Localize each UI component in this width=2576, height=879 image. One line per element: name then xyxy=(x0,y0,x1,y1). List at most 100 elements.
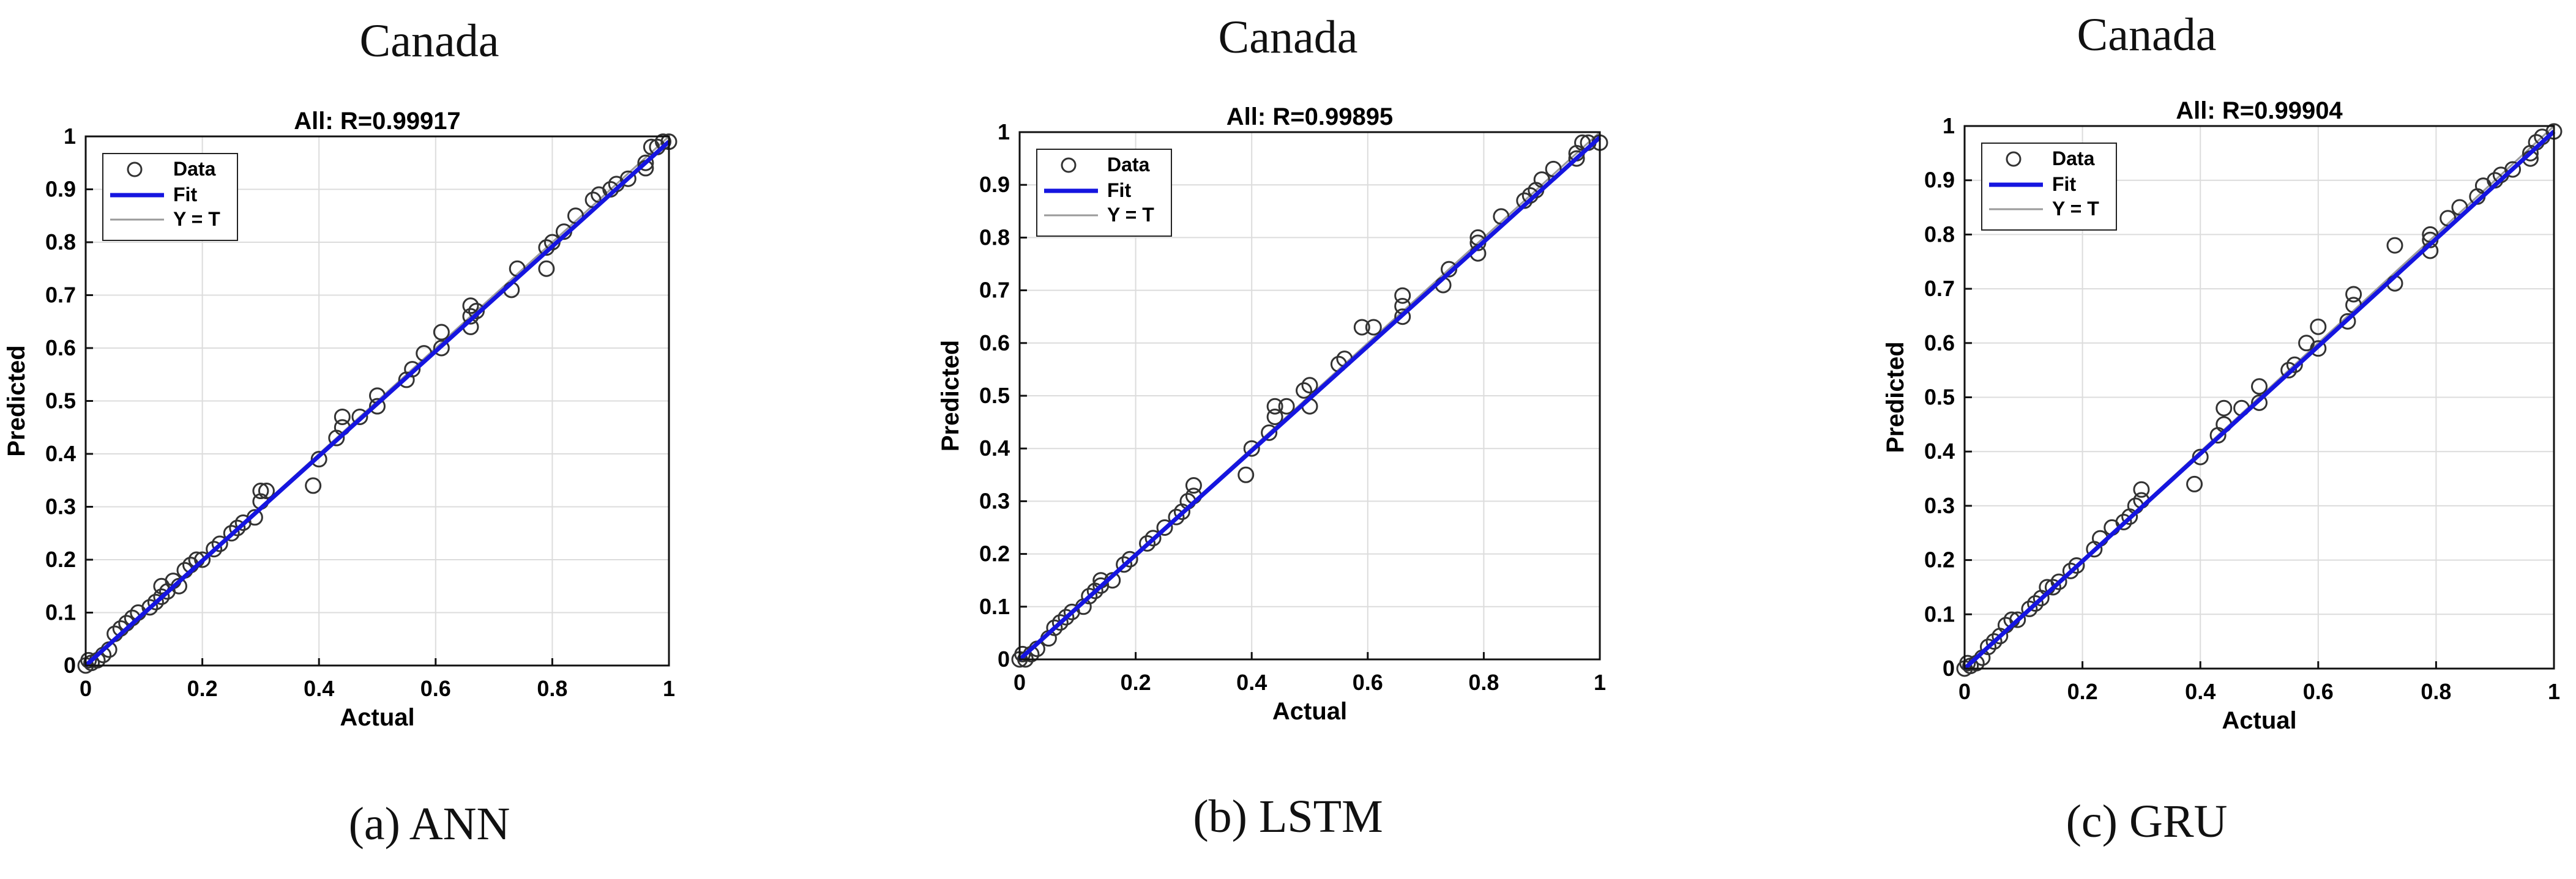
legend-data-marker xyxy=(1061,157,1077,173)
data-point xyxy=(252,483,269,500)
y-tick-label: 0.5 xyxy=(1924,385,1955,410)
data-point xyxy=(2310,340,2327,357)
y-tick-label: 0.4 xyxy=(979,436,1010,461)
x-tick-label: 0 xyxy=(80,676,92,701)
data-point xyxy=(433,324,450,341)
y-tick-label: 0.6 xyxy=(979,330,1010,355)
x-tick-label: 0.2 xyxy=(2067,679,2098,704)
y-tick-label: 1 xyxy=(1943,113,1955,138)
data-point xyxy=(2251,394,2268,411)
data-point xyxy=(2050,573,2067,590)
x-tick-label: 1 xyxy=(2548,679,2560,704)
y-axis-label: Predicted xyxy=(937,340,964,451)
data-point xyxy=(1046,619,1063,636)
x-tick-label: 0.6 xyxy=(2303,679,2334,704)
data-point xyxy=(2386,237,2403,254)
data-point xyxy=(462,297,479,314)
x-tick-label: 0 xyxy=(1958,679,1971,704)
panel-caption: (b) LSTM xyxy=(1193,791,1383,842)
legend-data-marker xyxy=(127,161,143,177)
x-tick-label: 0 xyxy=(1014,670,1026,695)
data-point xyxy=(1353,319,1370,336)
legend-entry-label: Y = T xyxy=(1107,204,1154,226)
figure-panel-lstm: Canada 0 0.2 0.4 0.6 0.8 1 0 0.1 0.2 0.3 0.4 0.5 0.6… xyxy=(859,0,1717,879)
y-tick-label: 0.9 xyxy=(45,177,76,202)
scatter-chart: 0 0.2 0.4 0.6 0.8 1 0 0.1 0.2 0.3 0.4 0.5 0.6 0.7 0.8 0… xyxy=(3,108,678,731)
y-tick-label: 0.8 xyxy=(1924,221,1955,247)
y-tick-label: 0.5 xyxy=(45,388,76,414)
x-tick-label: 0.6 xyxy=(420,676,451,701)
data-point xyxy=(2044,579,2061,596)
chart-title: All: R=0.99895 xyxy=(1226,103,1393,130)
data-point xyxy=(2192,448,2209,465)
scatter-chart: 0 0.2 0.4 0.6 0.8 1 0 0.1 0.2 0.3 0.4 0.5 0.6 0.7 0.8 0… xyxy=(1882,97,2563,734)
x-tick-label: 0.4 xyxy=(304,676,334,701)
data-point xyxy=(153,588,170,606)
x-axis-label: Actual xyxy=(340,704,414,731)
data-point xyxy=(2068,557,2085,574)
y-tick-label: 0.1 xyxy=(979,594,1010,619)
x-tick-label: 0.8 xyxy=(2421,679,2451,704)
data-point xyxy=(2115,514,2132,531)
panel-caption: (a) ANN xyxy=(348,798,510,850)
data-point xyxy=(1301,377,1318,394)
legend-entry-label: Data xyxy=(1107,154,1150,176)
y-axis-label: Predicted xyxy=(3,345,30,456)
data-point xyxy=(404,361,421,378)
data-point xyxy=(141,599,159,616)
data-point xyxy=(1156,519,1173,536)
data-point xyxy=(637,154,654,171)
data-point xyxy=(2021,600,2038,617)
y-tick-label: 0.6 xyxy=(1924,330,1955,355)
legend-entry-label: Fit xyxy=(1107,179,1131,201)
x-tick-label: 0.6 xyxy=(1353,670,1383,695)
data-point xyxy=(2251,378,2268,395)
data-point xyxy=(1394,308,1411,325)
legend-entry-label: Data xyxy=(2052,147,2095,169)
data-point xyxy=(2186,475,2203,492)
fit-line xyxy=(1018,136,1602,661)
y-tick-label: 0.6 xyxy=(45,335,76,360)
x-axis-label: Actual xyxy=(1272,698,1347,725)
x-tick-label: 0.8 xyxy=(1468,670,1499,695)
y-tick-label: 0.9 xyxy=(979,172,1010,197)
data-point xyxy=(334,408,351,425)
y-tick-label: 0.2 xyxy=(45,547,76,572)
data-point xyxy=(2286,356,2303,373)
data-point xyxy=(1051,614,1069,631)
panel-country-title: Canada xyxy=(2077,9,2217,61)
data-point xyxy=(223,525,240,542)
data-point xyxy=(1243,440,1260,457)
data-point xyxy=(433,339,450,357)
y-tick-label: 0.2 xyxy=(1924,547,1955,573)
data-point xyxy=(1568,150,1585,167)
y-tick-label: 0.7 xyxy=(1924,276,1955,301)
data-point xyxy=(1081,588,1098,605)
x-tick-label: 0.2 xyxy=(187,676,218,701)
x-tick-label: 0.8 xyxy=(537,676,567,701)
x-tick-label: 1 xyxy=(663,676,675,701)
legend-entry-label: Fit xyxy=(173,184,197,206)
data-point xyxy=(351,408,368,425)
fit-line xyxy=(84,140,671,667)
data-point xyxy=(2216,399,2233,417)
data-point xyxy=(1168,508,1185,525)
data-point xyxy=(206,541,223,558)
panel-caption: (c) GRU xyxy=(2066,796,2228,847)
data-point xyxy=(258,483,275,500)
data-point xyxy=(1121,551,1138,568)
data-point xyxy=(2345,286,2362,303)
y-tick-label: 0.3 xyxy=(979,488,1010,513)
x-axis-label: Actual xyxy=(2222,707,2296,734)
data-point xyxy=(229,519,246,536)
y-tick-label: 0.9 xyxy=(1924,168,1955,193)
data-point xyxy=(1574,134,1591,151)
data-point xyxy=(468,302,485,319)
y-tick-label: 1 xyxy=(998,119,1010,144)
data-point xyxy=(1116,556,1133,573)
fit-line xyxy=(1963,130,2556,670)
data-point xyxy=(80,651,97,669)
data-point xyxy=(1394,287,1411,304)
data-point xyxy=(1139,535,1156,552)
data-point xyxy=(147,593,164,610)
